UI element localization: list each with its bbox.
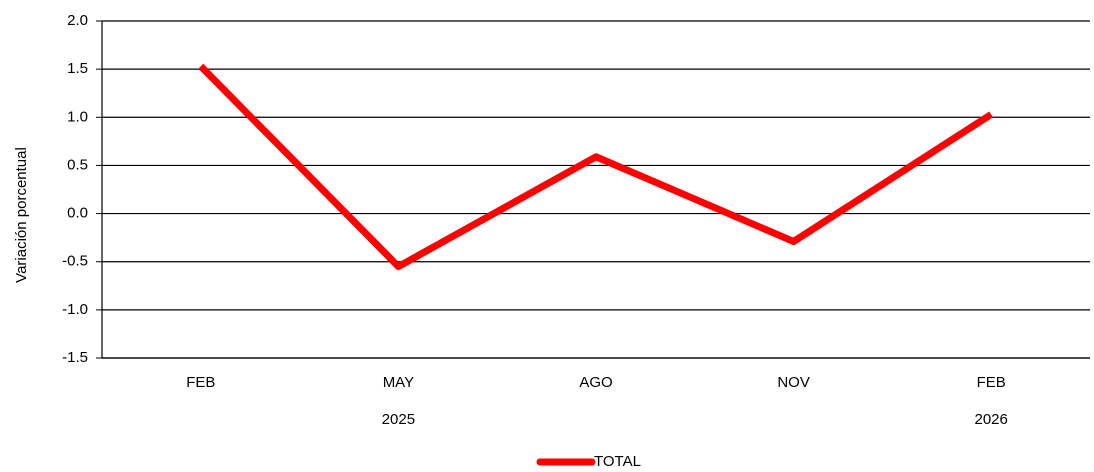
x-tick-label: FEB	[186, 374, 215, 391]
y-tick-label: 0.0	[67, 205, 88, 222]
y-tick-label: 1.0	[67, 108, 88, 125]
x-tick-label: FEB	[977, 374, 1006, 391]
x-tick-label: AGO	[579, 374, 612, 391]
y-tick-label: 0.5	[67, 156, 88, 173]
x-group-label: 2025	[382, 411, 415, 428]
y-tick-label: -1.0	[62, 301, 88, 318]
legend-label: TOTAL	[594, 453, 641, 470]
x-group-label: 2026	[975, 411, 1008, 428]
y-tick-label: 2.0	[67, 12, 88, 29]
x-tick-label: NOV	[777, 374, 810, 391]
y-axis-label: Variación porcentual	[13, 147, 30, 283]
y-tick-label: -1.5	[62, 349, 88, 366]
y-tick-label: -0.5	[62, 253, 88, 270]
line	[198, 63, 994, 271]
y-tick-label: 1.5	[67, 60, 88, 77]
x-tick-label: MAY	[383, 374, 414, 391]
